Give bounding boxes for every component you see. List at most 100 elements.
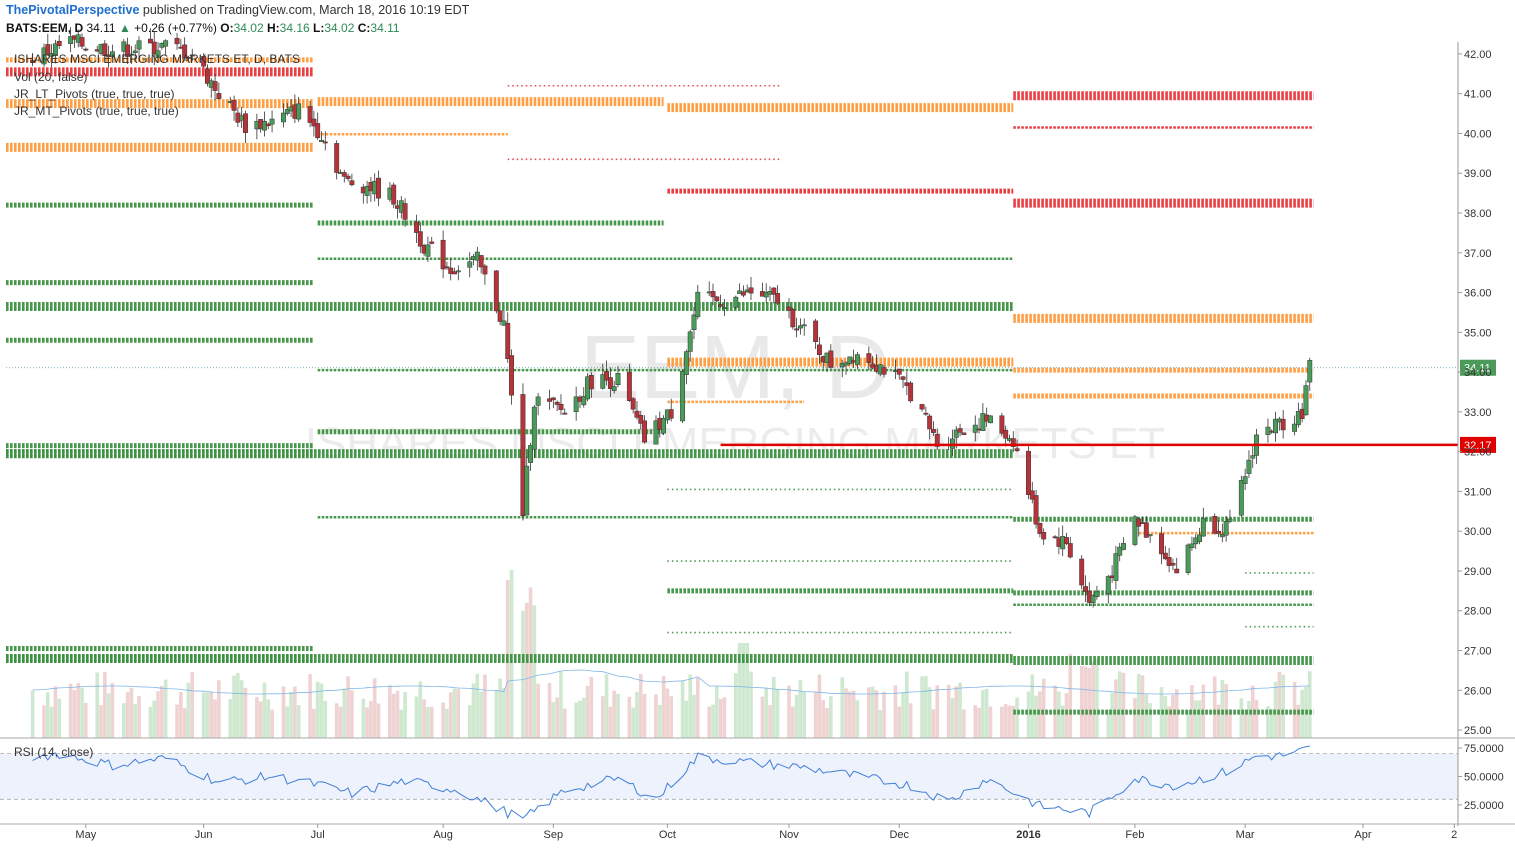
- candle: [1067, 537, 1073, 559]
- x-tick-label: Jul: [311, 829, 325, 841]
- volume-bar: [1148, 703, 1152, 738]
- candle-body: [797, 325, 803, 329]
- candle-body: [109, 51, 115, 58]
- candle-body: [1250, 455, 1256, 459]
- candle: [775, 285, 781, 306]
- candle-body: [1246, 459, 1252, 474]
- symbol-line: BATS:EEM, D 34.11 ▲ +0.26 (+0.77%) O:34.…: [6, 21, 400, 35]
- legend-vol[interactable]: Vol (20, false): [14, 70, 88, 84]
- volume-bar: [285, 706, 290, 738]
- volume-bar: [148, 706, 153, 738]
- candle: [1189, 536, 1195, 551]
- price-change: +0.26 (+0.77%): [134, 21, 217, 35]
- candle-body: [775, 293, 781, 304]
- close-value: 34.11: [370, 21, 400, 35]
- volume-bar: [772, 676, 776, 738]
- candle: [68, 27, 74, 53]
- up-arrow-icon: ▲: [118, 21, 131, 35]
- volume-bar: [840, 677, 845, 738]
- volume-bar: [1030, 674, 1035, 738]
- volume-bar: [68, 683, 73, 738]
- rsi-tick-label: 50.0000: [1464, 771, 1504, 783]
- volume-bar: [1277, 672, 1282, 738]
- volume-bar: [1281, 674, 1285, 738]
- volume-bar: [137, 695, 141, 738]
- publisher-name[interactable]: ThePivotalPerspective: [6, 3, 140, 17]
- volume-bar: [369, 700, 373, 738]
- candle: [1280, 410, 1286, 439]
- candle-body: [1083, 586, 1088, 592]
- candle: [402, 198, 408, 227]
- candle-body: [881, 366, 887, 375]
- candle-body: [588, 375, 594, 390]
- candle: [908, 380, 914, 403]
- candle-body: [376, 177, 381, 199]
- volume-bar: [1057, 691, 1061, 738]
- candle-body: [931, 429, 936, 433]
- volume-bar: [737, 643, 742, 738]
- rsi-label[interactable]: RSI (14, close): [14, 745, 94, 759]
- volume-bar: [103, 671, 107, 738]
- candle: [718, 294, 724, 308]
- candle: [683, 349, 689, 385]
- candle-body: [269, 118, 275, 125]
- candle: [155, 42, 161, 61]
- volume-bar: [829, 696, 833, 738]
- volume-bar: [361, 698, 366, 738]
- candle-body: [854, 354, 860, 365]
- volume-bar: [1026, 691, 1031, 738]
- volume-bar: [585, 686, 590, 738]
- volume-bar: [1307, 671, 1312, 738]
- candle: [896, 368, 902, 380]
- volume-bar: [53, 686, 58, 738]
- candle: [1083, 575, 1088, 603]
- candle: [961, 432, 967, 436]
- volume-bar: [334, 703, 339, 738]
- volume-bar: [555, 697, 559, 738]
- candle-body: [813, 320, 819, 342]
- volume-bar: [372, 678, 377, 738]
- candle-body: [554, 401, 560, 405]
- candle-body: [721, 307, 727, 309]
- candle-body: [391, 184, 397, 205]
- volume-bar: [99, 705, 103, 738]
- rsi-band: [0, 753, 1458, 800]
- candle: [212, 74, 218, 101]
- volume-bar: [802, 692, 807, 738]
- candle: [1227, 509, 1233, 524]
- volume-bar: [403, 691, 407, 738]
- candle-body: [1189, 543, 1195, 549]
- candle-body: [953, 429, 959, 438]
- candle: [30, 52, 36, 67]
- y-tick-label: 31.00: [1464, 486, 1492, 498]
- volume-bar: [213, 699, 217, 738]
- volume-bar: [429, 706, 434, 738]
- volume-bar: [475, 673, 480, 738]
- x-tick-label: Sep: [544, 829, 564, 841]
- candle-body: [1090, 595, 1096, 603]
- candle-body: [980, 413, 986, 431]
- candle: [265, 122, 271, 130]
- volume-bar: [1114, 679, 1118, 738]
- legend-mt-pivots[interactable]: JR_MT_Pivots (true, true, true): [14, 104, 179, 118]
- candle: [1090, 594, 1096, 608]
- legend-lt-pivots[interactable]: JR_LT_Pivots (true, true, true): [14, 87, 175, 101]
- volume-bar: [927, 687, 932, 738]
- candle-body: [493, 270, 499, 312]
- rsi-tick-label: 75.0000: [1464, 743, 1504, 755]
- candle-body: [847, 356, 853, 364]
- y-tick-label: 28.00: [1464, 606, 1492, 618]
- x-tick-label: 2016: [1016, 829, 1040, 841]
- volume-bar: [391, 693, 396, 738]
- candle: [334, 140, 340, 180]
- volume-bar: [924, 676, 928, 738]
- volume-bar: [350, 690, 354, 738]
- volume-bar: [1212, 676, 1217, 738]
- candle-body: [186, 57, 191, 59]
- volume-bar: [1015, 697, 1019, 738]
- volume-bar: [1171, 694, 1175, 738]
- candle-body: [1033, 495, 1039, 525]
- candle: [151, 31, 157, 66]
- candle: [828, 344, 834, 370]
